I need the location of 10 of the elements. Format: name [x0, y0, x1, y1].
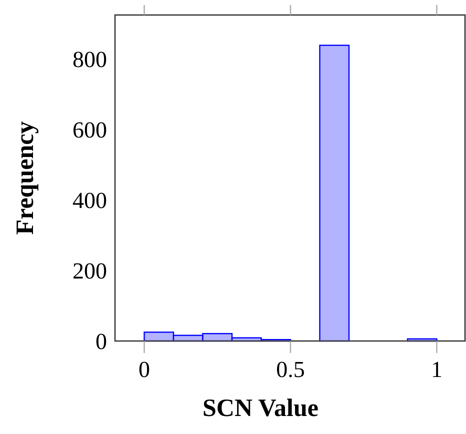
x-axis-title: SCN Value — [202, 395, 319, 422]
y-tick-label: 800 — [72, 47, 107, 72]
y-tick-label: 200 — [72, 258, 107, 284]
y-axis-title: Frequency — [12, 120, 39, 235]
x-tick-label: 0 — [138, 357, 150, 382]
x-tick-label: 1 — [431, 357, 442, 382]
y-tick-label: 400 — [72, 188, 107, 214]
y-tick-label: 0 — [96, 329, 107, 354]
y-tick-label: 600 — [72, 118, 107, 143]
x-tick-label: 0.5 — [276, 357, 305, 382]
